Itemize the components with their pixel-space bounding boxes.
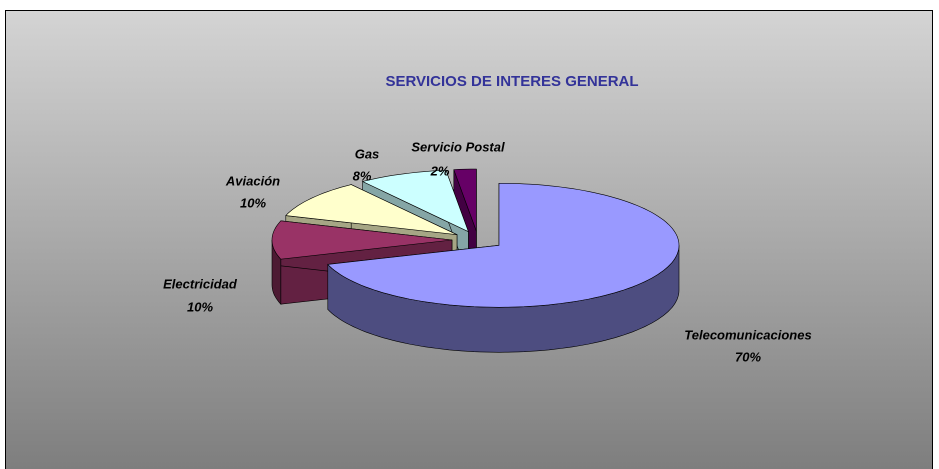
value-label: 10% bbox=[240, 195, 266, 210]
slice-label: Aviación bbox=[225, 173, 280, 188]
slice-top bbox=[361, 169, 469, 233]
value-label: 70% bbox=[735, 349, 761, 364]
slice bbox=[327, 183, 680, 353]
value-label: 10% bbox=[187, 299, 213, 314]
slice-top bbox=[453, 168, 477, 232]
labels: Telecomunicaciones 70% Electricidad 10% Avia… bbox=[163, 139, 812, 364]
slice-top bbox=[271, 220, 453, 260]
slice-label: Electricidad bbox=[163, 276, 238, 291]
slice-top bbox=[327, 183, 680, 308]
chart-title: SERVICIOS DE INTERES GENERAL bbox=[385, 73, 638, 90]
slice-label: Servicio Postal bbox=[411, 139, 505, 154]
value-label: 2% bbox=[430, 163, 450, 178]
value-label: 8% bbox=[353, 168, 372, 183]
slice-label: Gas bbox=[355, 146, 380, 161]
pie bbox=[271, 168, 680, 353]
slice-top bbox=[285, 184, 458, 235]
slice-label: Telecomunicaciones bbox=[684, 327, 811, 342]
